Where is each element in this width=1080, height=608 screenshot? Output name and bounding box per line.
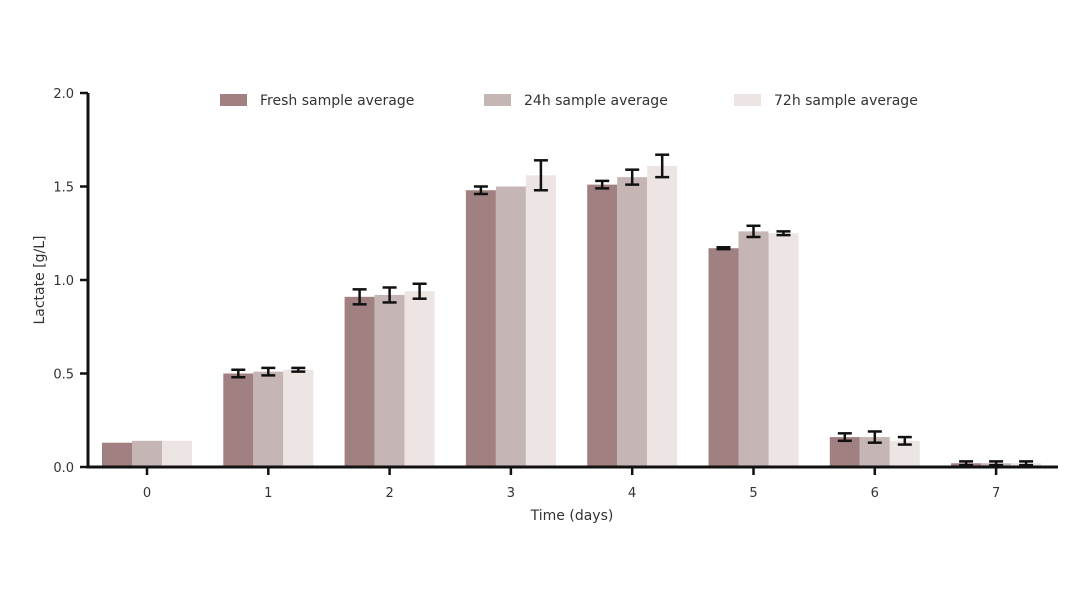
error-bar-1-day-1 <box>231 368 246 379</box>
error-bar-3-day-6 <box>897 435 912 446</box>
bar-1-day-4 <box>587 184 618 467</box>
error-bar-1-day-5 <box>716 246 731 251</box>
error-bar-3-day-5 <box>776 230 791 237</box>
bar-3-day-2 <box>404 291 435 467</box>
bar-3-day-0 <box>162 440 192 467</box>
y-axis-title: Lactate [g/L] <box>32 235 48 324</box>
legend: Fresh sample average 24h sample average 72… <box>220 93 918 109</box>
legend-item-2: 24h sample average <box>484 93 668 109</box>
legend-label: 72h sample average <box>774 93 918 109</box>
y-tick-label: 1.5 <box>53 181 74 196</box>
legend-label: Fresh sample average <box>260 93 414 109</box>
error-bar-3-day-1 <box>291 366 306 373</box>
y-tick-label: 0.5 <box>53 368 74 383</box>
legend-swatch <box>220 94 247 106</box>
bar-2-day-3 <box>495 186 526 467</box>
x-tick-label: 0 <box>143 486 151 501</box>
error-bar-1-day-4 <box>595 179 610 190</box>
y-axis: 0.0 0.5 1.0 1.5 2.0 <box>53 87 90 476</box>
bar-3-day-3 <box>525 175 556 467</box>
bar-1-day-3 <box>465 190 496 468</box>
bar-2-day-4 <box>617 177 648 467</box>
error-bar-3-day-7 <box>1019 460 1034 467</box>
legend-item-1: Fresh sample average <box>220 93 414 109</box>
error-bar-3-day-3 <box>533 159 548 192</box>
y-tick-label: 0.0 <box>53 461 74 476</box>
bar-1-day-5 <box>708 248 739 467</box>
error-bar-2-day-2 <box>382 286 397 304</box>
bar-3-day-4 <box>647 165 678 467</box>
error-bar-2-day-7 <box>989 460 1004 467</box>
bar-3-day-5 <box>768 233 799 467</box>
bar-1-day-2 <box>344 296 375 467</box>
bar-2-day-0 <box>132 440 162 467</box>
error-bar-3-day-2 <box>412 282 427 300</box>
legend-label: 24h sample average <box>524 93 668 109</box>
error-bar-2-day-4 <box>625 168 640 186</box>
y-tick-label: 2.0 <box>53 87 74 102</box>
error-bar-1-day-3 <box>473 185 488 196</box>
x-tick-label: 6 <box>871 486 879 501</box>
x-tick-label: 7 <box>992 486 1000 501</box>
bars <box>102 165 1042 468</box>
x-axis: 0 1 2 3 4 5 6 7 <box>86 465 1058 501</box>
x-axis-title: Time (days) <box>530 508 614 524</box>
error-bar-2-day-6 <box>867 430 882 444</box>
bar-1-day-0 <box>102 442 132 467</box>
bar-2-day-5 <box>738 231 769 467</box>
error-bars <box>231 153 1034 467</box>
bar-1-day-1 <box>223 373 254 467</box>
x-tick-label: 2 <box>385 486 393 501</box>
error-bar-2-day-5 <box>746 224 761 239</box>
bar-2-day-1 <box>253 371 284 467</box>
bar-2-day-2 <box>374 294 405 467</box>
y-tick-label: 1.0 <box>53 274 74 289</box>
x-tick-label: 3 <box>507 486 515 501</box>
error-bar-1-day-7 <box>959 460 974 467</box>
error-bar-3-day-4 <box>655 153 670 179</box>
legend-swatch <box>484 94 511 106</box>
x-tick-label: 5 <box>749 486 757 501</box>
legend-item-3: 72h sample average <box>734 93 918 109</box>
x-tick-label: 1 <box>264 486 272 501</box>
error-bar-2-day-1 <box>261 366 276 377</box>
error-bar-1-day-6 <box>837 432 852 443</box>
error-bar-1-day-2 <box>352 288 367 306</box>
bar-3-day-1 <box>283 369 314 467</box>
x-tick-label: 4 <box>628 486 636 501</box>
legend-swatch <box>734 94 761 106</box>
